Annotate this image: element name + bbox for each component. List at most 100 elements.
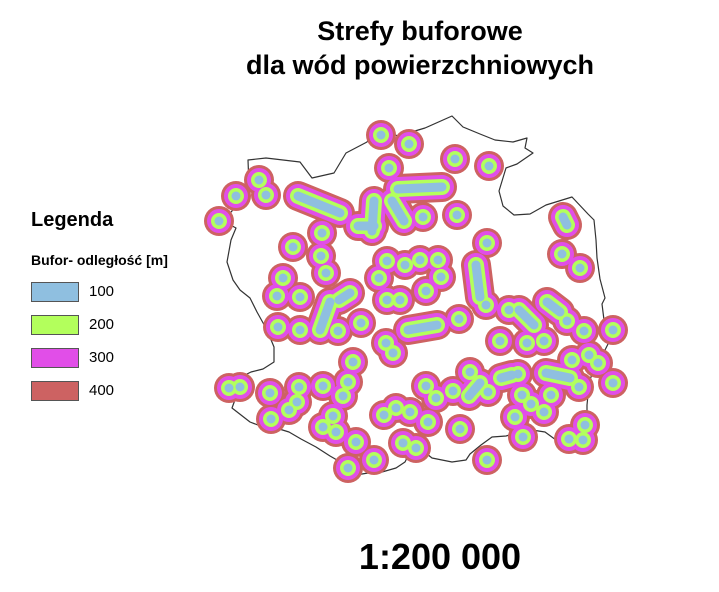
buffer-100-zone-100 bbox=[574, 382, 584, 392]
buffer-100-zone-49 bbox=[481, 300, 491, 310]
buffer-100-zone-32 bbox=[450, 154, 460, 164]
buffer-100-zone-36 bbox=[452, 210, 462, 220]
buffer-100-zone-19 bbox=[333, 326, 343, 336]
buffer-100-zone-24 bbox=[388, 348, 398, 358]
buffer-100-zone-90 bbox=[224, 383, 234, 393]
buffer-100-zone-11 bbox=[278, 273, 288, 283]
buffer-100-zone-54 bbox=[579, 326, 589, 336]
buffer-100-zone-97 bbox=[539, 407, 549, 417]
buffer-100-zone-14 bbox=[315, 297, 335, 335]
buffer-100-zone-75 bbox=[391, 403, 401, 413]
buffer-100-zone-104 bbox=[578, 435, 588, 445]
buffer-100-zone-29 bbox=[384, 163, 394, 173]
buffer-100-zone-88 bbox=[292, 397, 302, 407]
buffer-100-zone-28 bbox=[387, 196, 409, 226]
buffer-100-zone-64 bbox=[496, 370, 517, 383]
buffer-100-zone-5 bbox=[265, 388, 275, 398]
buffer-100-zone-83 bbox=[398, 438, 408, 448]
buffer-100-zone-84 bbox=[411, 443, 421, 453]
buffer-100-zone-71 bbox=[455, 424, 465, 434]
buffer-100-zone-23 bbox=[381, 338, 391, 348]
buffer-100-zone-45 bbox=[403, 320, 442, 335]
buffer-100-zone-17 bbox=[295, 325, 305, 335]
buffer-100-zone-52 bbox=[542, 297, 565, 317]
buffer-100-zone-12 bbox=[295, 292, 305, 302]
legend-swatch-400 bbox=[31, 381, 79, 401]
buffer-100-zone-3 bbox=[261, 190, 271, 200]
buffer-100-zone-43 bbox=[436, 272, 446, 282]
buffer-100-zone-6 bbox=[293, 191, 345, 218]
buffer-100-zone-65 bbox=[464, 378, 485, 401]
buffer-100-zone-61 bbox=[557, 249, 567, 259]
buffer-100-zone-25 bbox=[382, 295, 392, 305]
legend-swatch-200 bbox=[31, 315, 79, 335]
buffer-100-zone-20 bbox=[348, 357, 358, 367]
buffer-100-zone-22 bbox=[318, 381, 328, 391]
map-title-line-1: Strefy buforowe bbox=[317, 16, 523, 46]
buffer-100-zone-18 bbox=[356, 318, 366, 328]
buffer-100-zone-55 bbox=[584, 350, 594, 360]
legend-label-300: 300 bbox=[89, 349, 115, 366]
buffer-100-zone-89 bbox=[266, 414, 276, 424]
legend-swatch-100 bbox=[31, 282, 79, 302]
legend-title: Legenda bbox=[31, 209, 114, 231]
buffer-100-zone-93 bbox=[593, 358, 603, 368]
buffer-100-zone-77 bbox=[328, 411, 338, 421]
buffer-100-zone-76 bbox=[338, 391, 348, 401]
buffer-100-zone-53 bbox=[562, 316, 572, 326]
buffer-100-zone-96 bbox=[526, 399, 536, 409]
buffer-100-zone-2 bbox=[254, 175, 264, 185]
buffer-100-zone-95 bbox=[517, 390, 527, 400]
buffer-zones bbox=[204, 120, 628, 483]
map-title: Strefy buforowe dla wód powierzchniowych bbox=[210, 14, 630, 82]
buffer-100-zone-72 bbox=[423, 417, 433, 427]
legend-label-200: 200 bbox=[89, 316, 115, 333]
buffer-100-zone-15 bbox=[334, 288, 355, 305]
buffer-100-zone-59 bbox=[539, 336, 549, 346]
buffer-100-zone-4 bbox=[235, 382, 245, 392]
buffer-100-zone-82 bbox=[343, 463, 353, 473]
buffer-100-zone-103 bbox=[518, 432, 528, 442]
buffer-100-zone-67 bbox=[483, 387, 493, 397]
buffer-100-zone-42 bbox=[433, 255, 443, 265]
buffer-100-zone-91 bbox=[541, 368, 575, 383]
buffer-100-zone-21 bbox=[343, 377, 353, 387]
buffer-100-zone-7 bbox=[317, 228, 327, 238]
buffer-100-zone-30 bbox=[376, 130, 386, 140]
buffer-100-zone-0 bbox=[231, 191, 241, 201]
buffer-100-zone-26 bbox=[374, 273, 384, 283]
buffer-100-zone-9 bbox=[316, 251, 326, 261]
legend-label-100: 100 bbox=[89, 283, 115, 300]
buffer-100-zone-68 bbox=[421, 381, 431, 391]
buffer-100-zone-31 bbox=[404, 139, 414, 149]
buffer-100-zone-92 bbox=[567, 355, 577, 365]
buffer-100-zone-99 bbox=[546, 390, 556, 400]
buffer-100-zone-98 bbox=[510, 412, 520, 422]
buffer-100-zone-69 bbox=[431, 393, 441, 403]
buffer-100-zone-58 bbox=[522, 338, 532, 348]
buffer-100-zone-86 bbox=[294, 382, 304, 392]
buffer-100-zone-56 bbox=[608, 325, 618, 335]
buffer-100-zone-66 bbox=[465, 367, 475, 377]
legend-label-400: 400 bbox=[89, 382, 115, 399]
scale-label: 1:200 000 bbox=[358, 536, 522, 577]
buffer-100-zone-34 bbox=[393, 182, 447, 194]
legend-subtitle: Bufor- odległość [m] bbox=[31, 252, 168, 268]
buffer-100-zone-60 bbox=[558, 212, 572, 230]
buffer-100-zone-39 bbox=[400, 260, 410, 270]
buffer-100-zone-94 bbox=[608, 378, 618, 388]
buffer-100-zone-44 bbox=[421, 286, 431, 296]
buffer-100-zone-50 bbox=[504, 305, 514, 315]
buffer-100-zone-46 bbox=[454, 314, 464, 324]
buffer-100-zone-16 bbox=[273, 322, 283, 332]
buffer-100-zone-79 bbox=[318, 422, 328, 432]
buffer-100-zone-101 bbox=[564, 434, 574, 444]
buffer-100-zone-35 bbox=[418, 212, 428, 222]
buffer-100-zone-1 bbox=[214, 216, 224, 226]
buffer-100-zone-73 bbox=[405, 407, 415, 417]
buffer-100-zone-40 bbox=[395, 295, 405, 305]
buffer-100-zone-81 bbox=[369, 455, 379, 465]
buffer-100-zone-41 bbox=[415, 255, 425, 265]
buffer-100-zone-48 bbox=[482, 238, 492, 248]
